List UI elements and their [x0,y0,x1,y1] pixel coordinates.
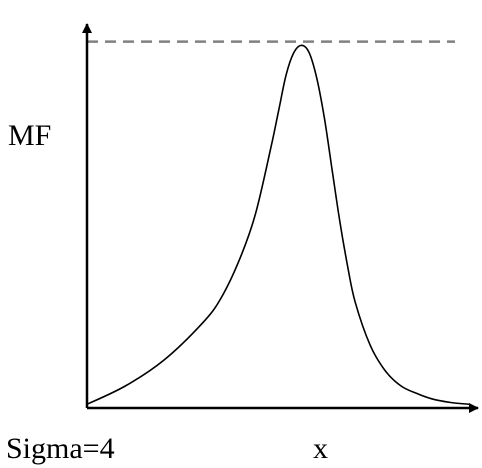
y-axis-label: MF [8,119,51,152]
sigma-annotation: Sigma=4 [6,432,115,465]
membership-curve [86,44,471,406]
x-axis-label: x [313,432,328,465]
